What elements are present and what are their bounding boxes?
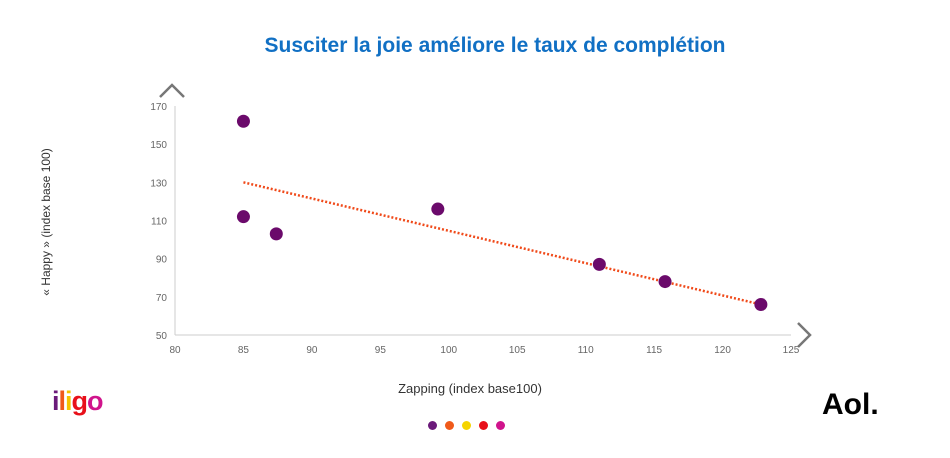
data-point <box>754 297 768 311</box>
data-point <box>236 210 250 224</box>
aol-logo: Aol. <box>822 388 879 421</box>
data-point <box>236 114 250 128</box>
x-tick-label: 90 <box>306 345 318 356</box>
data-point <box>269 227 283 241</box>
logo-letter: l <box>58 386 66 416</box>
footer-dot <box>479 421 488 430</box>
y-tick-label: 50 <box>156 331 168 342</box>
data-point <box>658 275 672 289</box>
x-tick-label: 105 <box>509 345 526 356</box>
footer-dot <box>445 421 454 430</box>
x-axis-label: Zapping (index base100) <box>398 381 542 396</box>
iligo-logo: iligo <box>52 386 104 417</box>
footer-dots <box>428 421 505 430</box>
up-arrow-icon <box>159 83 185 98</box>
y-tick-label: 170 <box>150 102 167 113</box>
y-tick-label: 90 <box>156 255 168 266</box>
footer-dot <box>496 421 505 430</box>
x-tick-label: 120 <box>714 345 731 356</box>
logo-letter: g <box>71 386 88 416</box>
trendline <box>243 181 762 306</box>
y-tick-label: 70 <box>156 293 168 304</box>
data-point <box>431 202 445 216</box>
logo-letter: o <box>87 386 103 416</box>
chart-title: Susciter la joie améliore le taux de com… <box>264 34 726 57</box>
x-tick-label: 110 <box>578 345 594 356</box>
x-tick-label: 85 <box>238 345 250 356</box>
x-tick-label: 125 <box>783 345 800 356</box>
right-arrow-icon <box>797 322 812 348</box>
x-tick-label: 80 <box>169 345 181 356</box>
x-tick-label: 115 <box>646 345 662 356</box>
logo-letter: i <box>65 386 72 416</box>
y-axis-label: « Happy » (index base 100) <box>39 148 53 296</box>
logo-letter: i <box>52 386 59 416</box>
y-tick-label: 150 <box>150 140 167 151</box>
y-tick-label: 110 <box>151 217 167 228</box>
x-tick-label: 95 <box>375 345 387 356</box>
data-point <box>592 257 606 271</box>
x-tick-label: 100 <box>440 345 457 356</box>
footer-dot <box>428 421 437 430</box>
y-tick-label: 130 <box>150 178 167 189</box>
footer-dot <box>462 421 471 430</box>
